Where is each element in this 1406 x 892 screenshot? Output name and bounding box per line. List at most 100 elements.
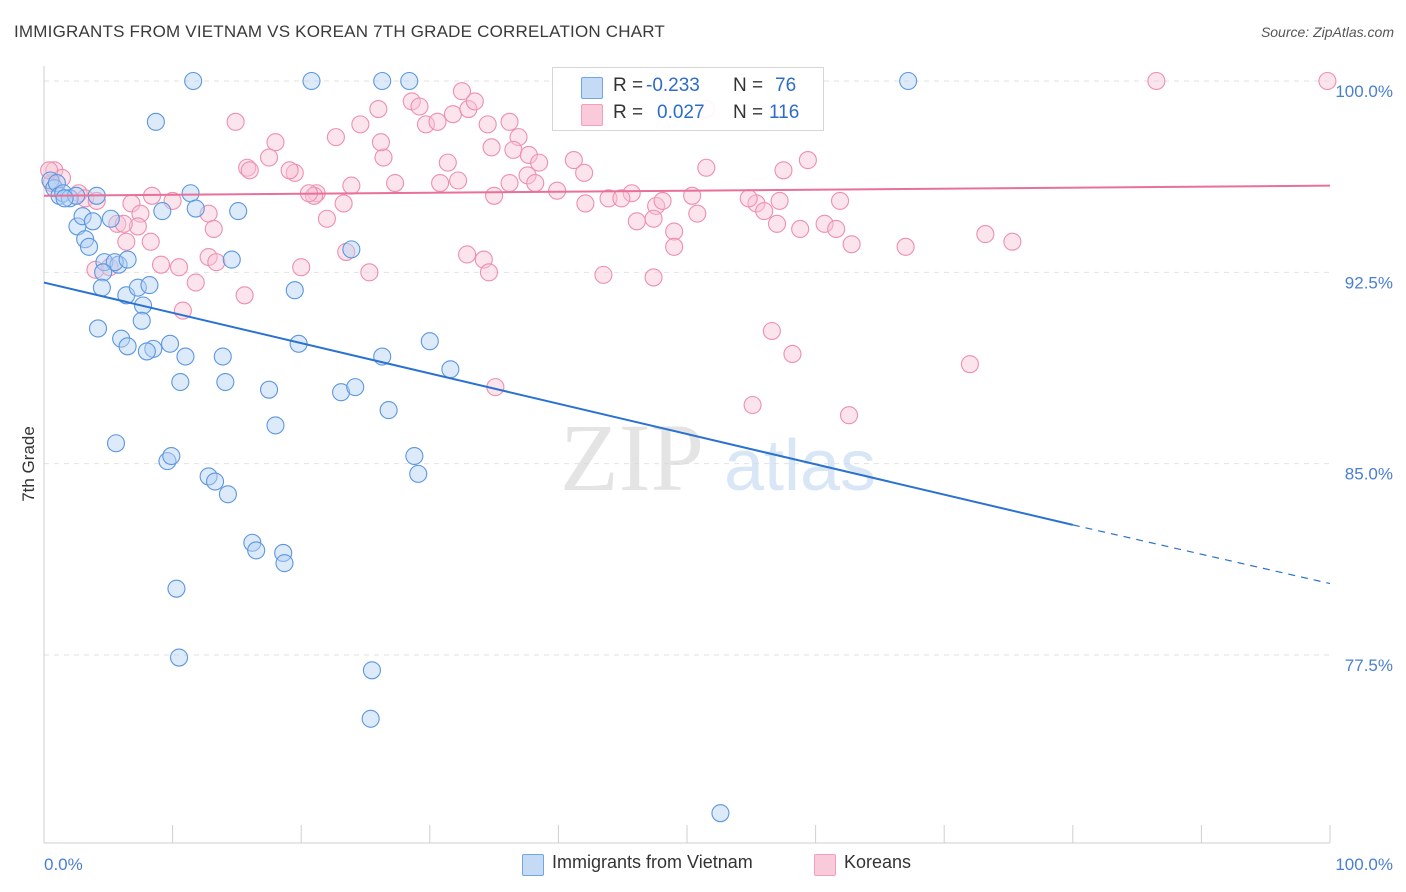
vietnam-point xyxy=(266,416,285,435)
vietnam-point xyxy=(247,541,266,560)
r-label: R = xyxy=(613,75,644,96)
vietnam-point xyxy=(112,329,131,348)
n-label: N = xyxy=(733,75,764,96)
grid xyxy=(44,80,1330,656)
vietnam-point xyxy=(162,446,181,466)
korean-point xyxy=(896,237,915,256)
korean-point xyxy=(688,204,707,223)
korean-point xyxy=(743,395,762,415)
korean-point xyxy=(665,222,684,241)
korean-point xyxy=(839,406,859,425)
vietnam-point xyxy=(128,278,147,297)
korean-point xyxy=(479,263,499,282)
korean-point xyxy=(500,173,519,193)
korean-trend-line xyxy=(43,184,1331,197)
korean-point xyxy=(798,151,817,170)
korean-point xyxy=(485,186,504,205)
korean-point xyxy=(305,186,324,205)
vietnam-point xyxy=(361,709,380,728)
vietnam-point xyxy=(405,446,424,466)
stats-legend: R = -0.233 N = 76 R = 0.027 N = 116 xyxy=(552,67,824,131)
korean-point xyxy=(599,189,618,208)
korean-point xyxy=(186,273,205,292)
trend-lines xyxy=(43,184,1331,585)
korean-point xyxy=(575,163,594,182)
korean-point xyxy=(443,105,462,124)
vietnam-point xyxy=(285,281,304,300)
korean-point xyxy=(266,133,285,152)
y-tick-label: 77.5% xyxy=(1345,656,1393,675)
korean-point xyxy=(622,184,641,203)
vietnam-point xyxy=(184,71,203,91)
vietnam-point xyxy=(92,278,111,297)
korean-point xyxy=(342,176,361,195)
korean-point xyxy=(292,258,311,277)
korean-point xyxy=(334,194,353,213)
vietnam-point xyxy=(171,372,190,392)
korean-point xyxy=(416,115,435,134)
korean-point xyxy=(653,191,672,210)
korean-point xyxy=(767,214,787,233)
korean-point xyxy=(739,189,758,208)
korean-point xyxy=(755,202,774,221)
vietnam-point xyxy=(213,347,232,366)
vietnam-point xyxy=(167,579,186,598)
korean-point xyxy=(500,112,519,131)
vietnam-point xyxy=(373,71,392,91)
korean-point xyxy=(169,258,189,277)
y-axis-label: 7th Grade xyxy=(19,426,38,502)
korean-point xyxy=(665,237,684,256)
vietnam-swatch xyxy=(581,77,603,99)
korean-point xyxy=(526,173,545,193)
korean-point xyxy=(697,158,716,177)
vietnam-point xyxy=(140,276,159,295)
vietnam-point xyxy=(186,199,205,218)
vietnam-point xyxy=(169,648,189,667)
vietnam-point xyxy=(118,337,137,356)
vietnam-point xyxy=(73,207,92,226)
vietnam-point xyxy=(346,378,365,397)
vietnam-point xyxy=(146,112,165,131)
korean-point xyxy=(960,355,979,374)
source-label: Source: ZipAtlas.com xyxy=(1260,24,1394,40)
vietnam-legend-swatch xyxy=(522,854,544,876)
korean-point xyxy=(207,253,226,272)
y-tick-label: 92.5% xyxy=(1345,273,1393,292)
y-tick-label: 85.0% xyxy=(1345,465,1393,484)
axes xyxy=(43,66,1331,844)
korean-point xyxy=(518,166,537,185)
vietnam-point xyxy=(302,71,321,91)
x-tick-label: 100.0% xyxy=(1335,855,1393,874)
vietnam-point xyxy=(160,334,180,353)
korean-point xyxy=(594,265,613,284)
korean-point xyxy=(530,153,549,172)
korean-point xyxy=(438,153,457,172)
korean-point xyxy=(815,214,834,233)
korean-point xyxy=(519,145,538,165)
vietnam-point xyxy=(101,209,120,228)
korean-point xyxy=(783,344,802,364)
korean-point xyxy=(374,148,393,167)
korean-point xyxy=(410,97,429,116)
watermark: ZIP atlas xyxy=(560,404,876,511)
korean-point xyxy=(337,242,356,261)
vietnam-point xyxy=(94,263,113,282)
r-label: R = xyxy=(613,102,644,123)
korean-point xyxy=(259,148,279,167)
n-value: 116 xyxy=(769,102,800,123)
korean-point xyxy=(478,115,497,134)
korean-point xyxy=(791,219,810,239)
korean-point xyxy=(976,225,995,244)
vietnam-points xyxy=(41,71,918,823)
legend-label: Koreans xyxy=(844,852,912,872)
korean-point xyxy=(458,245,477,264)
korean-point xyxy=(449,171,468,190)
korean-point xyxy=(431,173,450,193)
korean-point xyxy=(576,194,595,213)
vietnam-point xyxy=(218,485,237,504)
vietnam-point xyxy=(362,661,381,680)
korean-point xyxy=(1147,71,1166,91)
korean-point xyxy=(238,158,257,177)
vietnam-point xyxy=(342,240,361,259)
vietnam-point xyxy=(205,472,225,491)
